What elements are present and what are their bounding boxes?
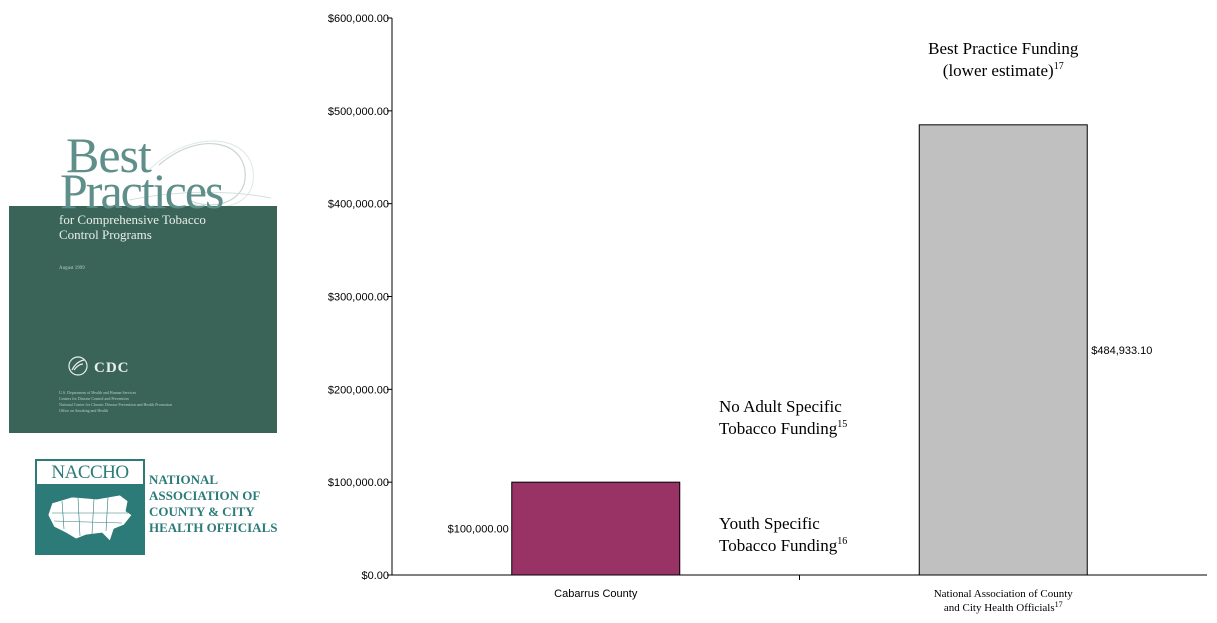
- best-practices-cover: Best Practices for Comprehensive Tobacco…: [9, 70, 277, 433]
- y-tick-label: $600,000.00: [328, 13, 389, 25]
- annotation-text: Tobacco Funding16: [719, 536, 847, 555]
- x-category-label: National Association of County: [934, 588, 1074, 600]
- cover-subtitle: for Comprehensive Tobacco Control Progra…: [59, 212, 206, 242]
- bar-value-label: $100,000.00: [448, 524, 509, 536]
- naccho-acronym: NACCHO: [36, 460, 144, 485]
- footnote-ref: 16: [837, 536, 847, 547]
- naccho-logo: NACCHO: [35, 459, 145, 555]
- hhs-eagle-icon: [68, 356, 88, 376]
- bar: [511, 481, 681, 576]
- cdc-logo-text: CDC: [94, 360, 130, 376]
- y-tick-label: $300,000.00: [328, 292, 389, 304]
- cover-title-practices: Practices: [60, 163, 224, 219]
- cover-fine-print: U.S. Department of Health and Human Serv…: [59, 390, 173, 413]
- annotation-text: Youth Specific: [719, 514, 820, 533]
- annotation-text: (lower estimate)17: [943, 61, 1064, 80]
- footnote-ref: 17: [1055, 600, 1063, 609]
- footnote-ref: 17: [1054, 61, 1064, 72]
- us-map-icon: [47, 494, 133, 542]
- bar: [918, 124, 1088, 576]
- y-tick-label: $200,000.00: [328, 384, 389, 396]
- bar-value-label: $484,933.10: [1091, 345, 1152, 357]
- annotation-text: Tobacco Funding15: [719, 419, 847, 438]
- cover-date: August 1999: [59, 266, 85, 271]
- x-category-label: Cabarrus County: [554, 588, 638, 600]
- y-tick-label: $400,000.00: [328, 199, 389, 211]
- annotation-text: No Adult Specific: [719, 397, 842, 416]
- y-tick-label: $100,000.00: [328, 477, 389, 489]
- naccho-name: NATIONAL ASSOCIATION OF COUNTY & CITY HE…: [149, 472, 278, 535]
- cover-title-best: Best: [66, 127, 152, 183]
- footnote-ref: 15: [837, 419, 847, 430]
- y-tick-label: $0.00: [361, 570, 389, 582]
- y-tick-label: $500,000.00: [328, 106, 389, 118]
- cover-green-panel: [9, 206, 277, 433]
- x-category-label: and City Health Officials17: [944, 600, 1063, 614]
- annotation-text: Best Practice Funding: [928, 39, 1079, 58]
